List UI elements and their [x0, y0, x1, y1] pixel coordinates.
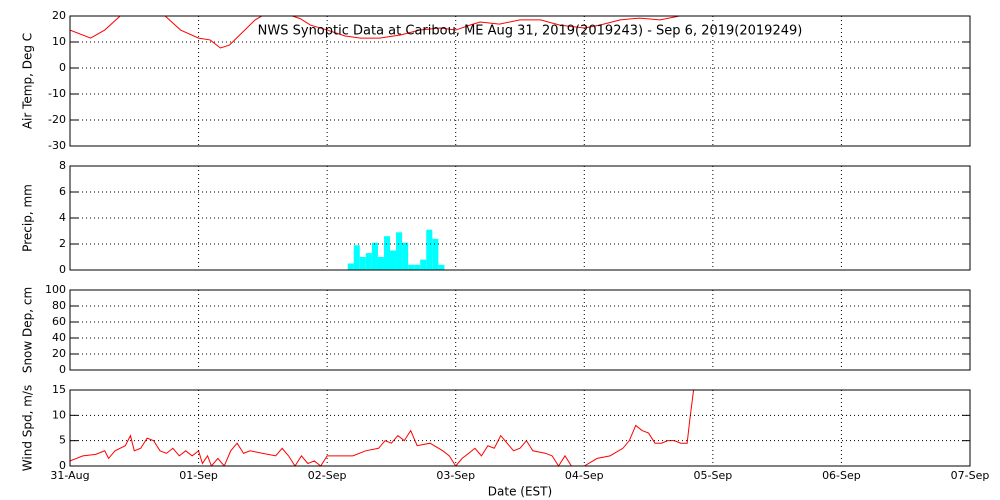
bar [383, 236, 391, 270]
y-tick-label: 10 [52, 35, 66, 48]
bar [347, 263, 354, 270]
y-tick-label: 0 [59, 363, 66, 376]
y-tick-label: 0 [59, 459, 66, 472]
y-tick-label: 0 [59, 263, 66, 276]
y-tick-label: 80 [52, 299, 66, 312]
y-tick-label: 0 [59, 61, 66, 74]
plot [70, 390, 695, 466]
bar [359, 257, 366, 270]
bar [420, 259, 427, 270]
y-tick-label: 2 [59, 237, 66, 250]
x-tick-label: 01-Sep [179, 469, 218, 482]
bar [414, 264, 421, 270]
bar [353, 245, 360, 270]
plot [70, 16, 711, 49]
plot [347, 229, 445, 270]
bar [438, 264, 445, 270]
y-tick-label: 6 [59, 185, 66, 198]
bar [396, 232, 403, 270]
series-line [70, 390, 695, 466]
y-tick-label: -10 [48, 87, 66, 100]
y-axis-label: Snow Dep, cm [21, 287, 35, 373]
y-tick-label: -30 [48, 139, 66, 152]
y-tick-label: 15 [52, 383, 66, 396]
x-tick-label: 31-Aug [50, 469, 89, 482]
y-axis-label: Air Temp, Deg C [21, 33, 35, 129]
x-tick-label: 03-Sep [436, 469, 475, 482]
y-tick-label: 20 [52, 9, 66, 22]
y-axis-label: Wind Spd, m/s [21, 385, 35, 471]
y-tick-label: 4 [59, 211, 66, 224]
x-axis-label: Date (EST) [488, 485, 552, 499]
bar [402, 242, 409, 270]
series-line [70, 16, 711, 49]
bar [408, 264, 415, 270]
x-tick-label: 07-Sep [951, 469, 990, 482]
y-tick-label: 8 [59, 159, 66, 172]
bar [390, 250, 397, 270]
bar [365, 253, 372, 270]
frame [69, 165, 971, 271]
x-tick-label: 05-Sep [694, 469, 733, 482]
frame [69, 389, 971, 467]
x-tick-label: 04-Sep [565, 469, 604, 482]
y-tick-label: 100 [45, 283, 66, 296]
frame [69, 289, 971, 371]
bar [371, 242, 378, 270]
bar [377, 257, 384, 270]
y-tick-label: 10 [52, 408, 66, 421]
y-tick-label: 20 [52, 347, 66, 360]
y-tick-label: 40 [52, 331, 66, 344]
y-tick-label: 5 [59, 434, 66, 447]
y-tick-label: -20 [48, 113, 66, 126]
chart-title: NWS Synoptic Data at Caribou, ME Aug 31,… [258, 24, 803, 39]
x-tick-label: 06-Sep [822, 469, 861, 482]
frame [69, 15, 971, 147]
y-axis-label: Precip, mm [21, 184, 35, 252]
x-tick-label: 02-Sep [308, 469, 347, 482]
y-tick-label: 60 [52, 315, 66, 328]
bar [426, 229, 433, 270]
bar [432, 238, 439, 270]
